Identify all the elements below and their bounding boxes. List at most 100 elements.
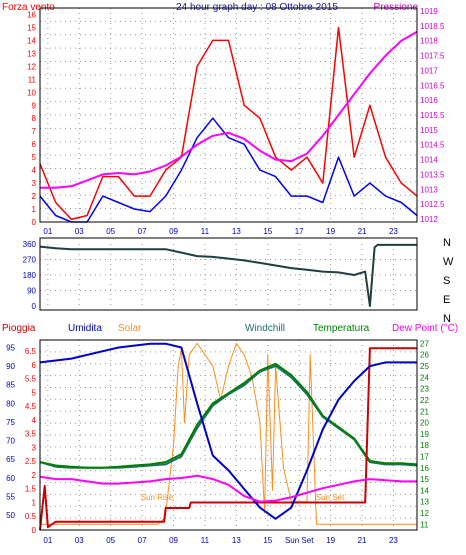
pressure-axis-tick-label: 1012.5 (420, 200, 445, 209)
wind-axis-tick-label: 3 (32, 179, 37, 188)
pressure-axis-tick-label: 1017 (420, 66, 438, 75)
panel3-x-tick-label: 23 (389, 536, 398, 545)
panel3-header-label: Dew Point (°C) (392, 323, 458, 334)
panel3-header-label: Umidita (68, 323, 102, 334)
wind-axis-tick-label: 8 (32, 114, 37, 123)
panel3-header-label: Windchill (245, 323, 285, 334)
panel3-x-tick-label: 01 (43, 536, 52, 545)
rain-axis-tick-label: 6.5 (25, 347, 37, 356)
pressure-axis-tick-label: 1015 (420, 126, 438, 135)
pressure-axis-tick-label: 1018.5 (420, 22, 445, 31)
temperature-axis-tick-label: 25 (420, 362, 429, 371)
wind-axis-tick-label: 1 (32, 205, 37, 214)
temperature-axis-tick-label: 18 (420, 441, 429, 450)
compass-label: S (443, 275, 450, 287)
panel3-temperature-ticks: 11 12 13 14 15 16 17 18 19 20 21 22 23 24 25 26 27 (420, 339, 429, 529)
panel3-x-tick-label: 05 (106, 536, 115, 545)
rain-axis-tick-label: 1.5 (25, 485, 37, 494)
temperature-axis-tick-label: 14 (420, 486, 429, 495)
panel3-grid (40, 340, 417, 530)
rain-axis-tick-label: 2.5 (25, 457, 37, 466)
wind-axis-tick-label: 14 (27, 36, 36, 45)
humidity-axis-tick-label: 85 (6, 381, 15, 390)
rain-axis-tick-label: 3 (32, 443, 37, 452)
sun-rise-annotation: Sun Rise (141, 493, 174, 502)
panel3-x-tick-label: 07 (138, 536, 147, 545)
panel3-header: Pioggia Umidita Solar Windchill Temperatura D… (2, 323, 458, 334)
pressure-line (40, 30, 418, 189)
rain-axis-tick-label: 6 (32, 361, 37, 370)
pressure-axis-tick-label: 1019 (420, 7, 438, 16)
panel1-x-tick-label: 17 (295, 227, 304, 236)
direction-axis-tick-label: 90 (27, 287, 36, 296)
pressure-axis-tick-label: 1014.5 (420, 141, 445, 150)
panel1-x-tick-label: 23 (389, 227, 398, 236)
humidity-axis-tick-label: 65 (6, 455, 15, 464)
panel1-x-tick-label: 21 (358, 227, 367, 236)
panel3-x-tick-label: 21 (358, 536, 367, 545)
panel3-rain-ticks: 0 0.5 1 1.5 2 2.5 3 3.5 4 4.5 5 5.5 6 6.5 (25, 347, 37, 535)
humidity-line (39, 342, 417, 520)
temperature-axis-tick-label: 26 (420, 351, 429, 360)
wind-axis-tick-label: 4 (32, 166, 37, 175)
compass-label: W (443, 256, 454, 268)
temperature-axis-tick-label: 23 (420, 385, 429, 394)
panel3-x-tick-label: 09 (169, 536, 178, 545)
wind-speed-line (39, 26, 418, 221)
wind-axis-tick-label: 10 (27, 88, 36, 97)
temperature-axis-tick-label: 20 (420, 419, 429, 428)
pressure-axis-tick-label: 1015.5 (420, 111, 445, 120)
wind-gust-line (39, 117, 418, 223)
direction-axis-tick-label: 180 (23, 271, 37, 280)
wind-axis-tick-label: 13 (27, 49, 36, 58)
temperature-axis-tick-label: 27 (420, 339, 429, 348)
panel3-frame (39, 339, 418, 531)
compass-label: N (443, 237, 451, 249)
humidity-axis-tick-label: 70 (6, 437, 15, 446)
humidity-axis-tick-label: 75 (6, 418, 15, 427)
panel1-right-ticks: 1012 1012.5 1013 1013.5 1014 1014.5 1015 1015.5… (420, 7, 445, 224)
panel1-frame (39, 7, 418, 223)
wind-axis-tick-label: 15 (27, 23, 36, 32)
rain-axis-tick-label: 1 (32, 498, 37, 507)
wind-axis-tick-label: 12 (27, 62, 36, 71)
direction-axis-tick-label: 0 (32, 302, 37, 311)
wind-axis-tick-label: 11 (28, 75, 37, 84)
panel3-annotations: Sun Rise Sun Set (141, 493, 345, 502)
panel2-left-ticks: 0 90 180 270 360 (23, 240, 37, 311)
rain-line (39, 347, 417, 531)
wind-axis-tick-label: 0 (32, 218, 37, 227)
panel1-x-tick-label: 15 (263, 227, 272, 236)
pressure-axis-tick-label: 1016 (420, 96, 438, 105)
panel1-x-tick-label: 13 (232, 227, 241, 236)
panel3-header-label: Temperatura (313, 323, 370, 334)
panel1-x-tick-label: 05 (106, 227, 115, 236)
rain-axis-tick-label: 0 (32, 526, 37, 535)
panel3-header-label: Pioggia (2, 323, 36, 334)
temperature-axis-tick-label: 21 (420, 407, 429, 416)
panel2-grid (40, 244, 417, 306)
rain-axis-tick-label: 0.5 (25, 512, 37, 521)
dewpoint-line (39, 474, 417, 503)
rain-axis-tick-label: 4 (32, 416, 37, 425)
panel1-x-tick-label: 19 (326, 227, 335, 236)
panel1-x-tick-label: 07 (138, 227, 147, 236)
wind-axis-tick-label: 7 (32, 127, 37, 136)
panel3-x-tick-label: 03 (75, 536, 84, 545)
humidity-axis-tick-label: 80 (6, 399, 15, 408)
pressure-axis-tick-label: 1016.5 (420, 81, 445, 90)
panel1-x-tick-label: 01 (43, 227, 52, 236)
panel3-header-label: Solar (118, 323, 142, 334)
humidity-axis-tick-label: 90 (6, 362, 15, 371)
humidity-axis-tick-label: 55 (6, 492, 15, 501)
panel3-x-tick-label: 19 (326, 536, 335, 545)
panel1-left-axis-label: Forza vento (2, 2, 55, 13)
rain-axis-tick-label: 4.5 (25, 402, 37, 411)
panel2-frame (39, 237, 418, 311)
temperature-axis-tick-label: 12 (420, 509, 429, 518)
